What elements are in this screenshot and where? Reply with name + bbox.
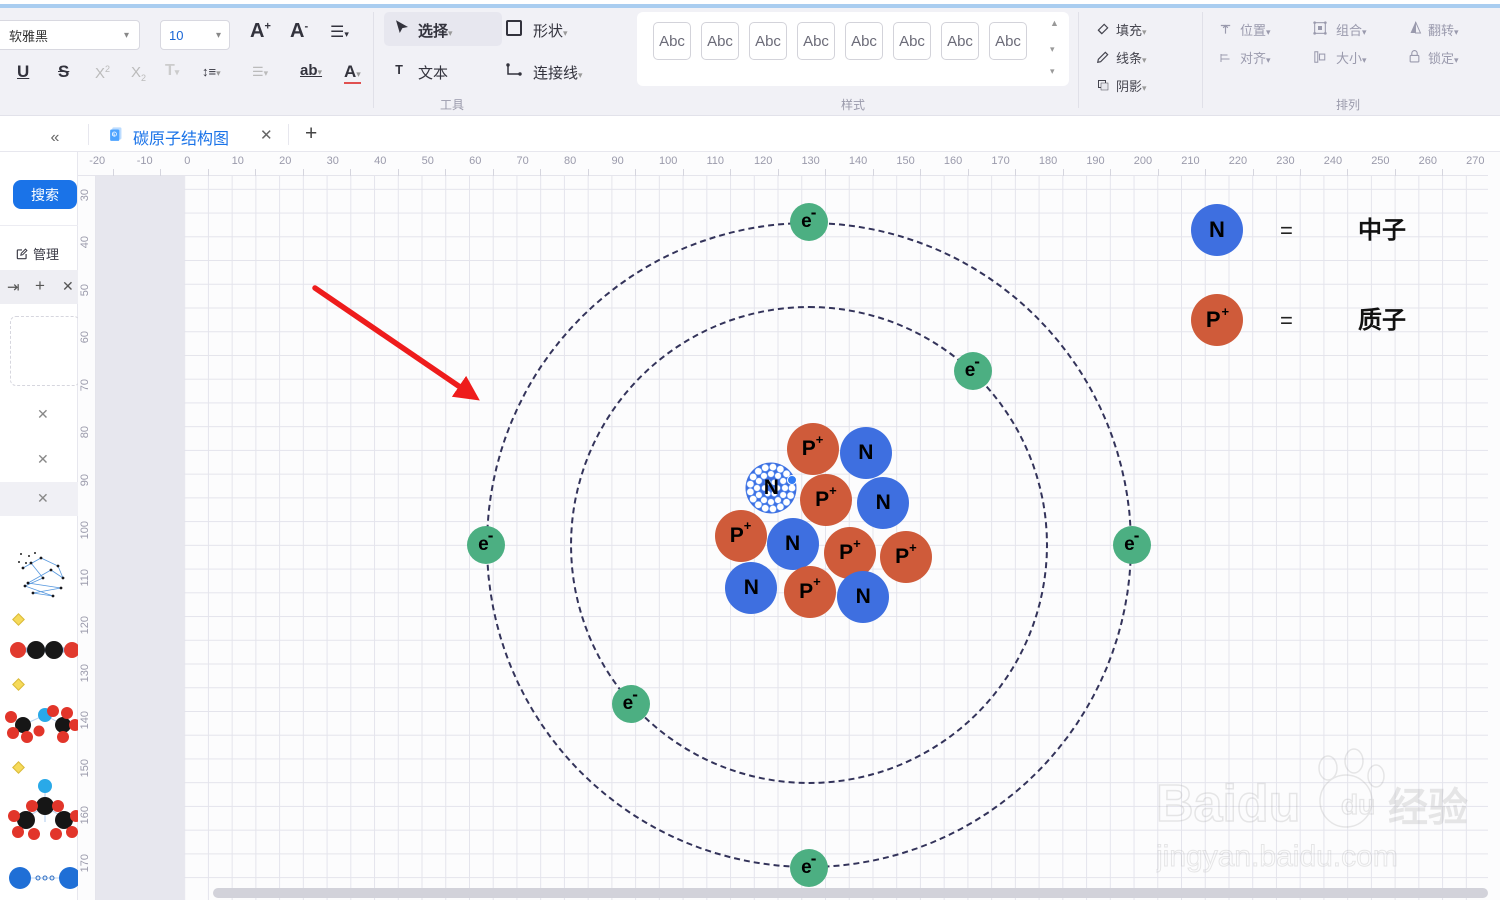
svg-text:T: T — [395, 63, 403, 77]
svg-text:jingyan.baidu.com: jingyan.baidu.com — [1156, 840, 1398, 873]
svg-text:Baidu: Baidu — [1156, 775, 1300, 833]
svg-text:D: D — [112, 132, 115, 137]
svg-text:du: du — [1341, 789, 1375, 820]
svg-text:经验: 经验 — [1388, 786, 1468, 830]
